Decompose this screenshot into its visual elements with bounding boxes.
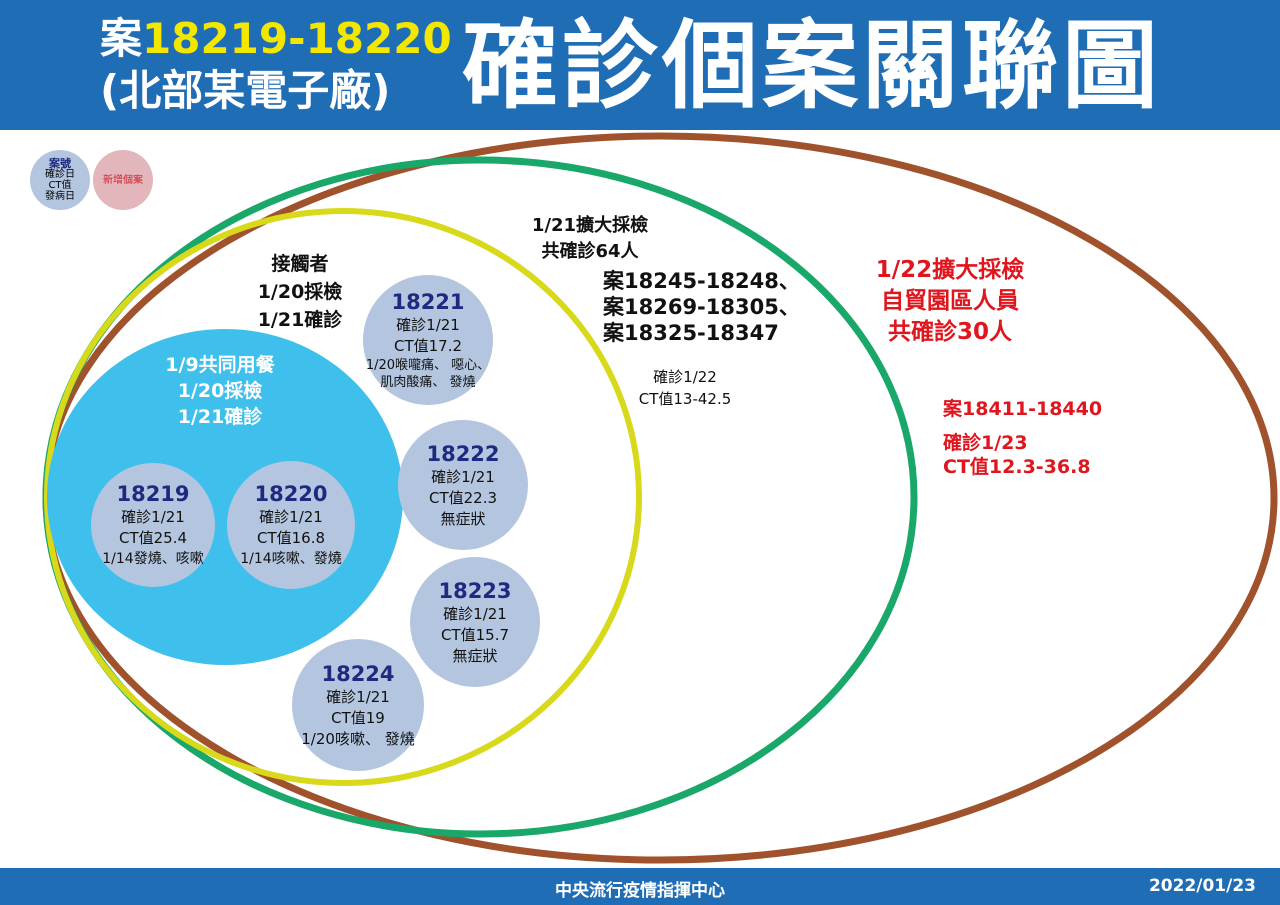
case-18220: 18220 確診1/21 CT值16.8 1/14咳嗽、發燒 — [227, 461, 355, 589]
meal-group-label: 1/9共同用餐 1/20採檢 1/21確診 — [140, 352, 300, 430]
jan22-details: 案18411-18440 確診1/23 CT值12.3-36.8 — [943, 397, 1102, 479]
contacts-line: 1/21確診 — [257, 309, 343, 331]
case-ct: CT值16.8 — [256, 528, 326, 547]
case-18219: 18219 確診1/21 CT值25.4 1/14發燒、咳嗽 — [91, 463, 215, 587]
jan21-case-range: 案18325-18347 — [603, 321, 779, 345]
jan22-ct: CT值12.3-36.8 — [943, 456, 1091, 478]
case-symptoms: 1/20喉嚨痛、 噁心、 — [365, 358, 491, 373]
case-symptoms: 1/20咳嗽、 發燒 — [301, 729, 415, 748]
case-ct: CT值22.3 — [428, 488, 498, 507]
legend-ct-value: CT值 — [48, 180, 72, 191]
jan21-ct: CT值13-42.5 — [638, 390, 732, 408]
case-id: 18224 — [321, 661, 395, 686]
contacts-line: 接觸者 — [271, 253, 329, 275]
case-18224: 18224 確診1/21 CT值19 1/20咳嗽、 發燒 — [292, 639, 424, 771]
case-symptoms: 肌肉酸痛、 發燒 — [380, 375, 476, 390]
legend-diagnosis-date: 確診日 — [45, 169, 75, 180]
case-id: 18223 — [438, 578, 512, 603]
footer-date: 2022/01/23 — [1148, 876, 1256, 896]
meal-group-line: 1/21確診 — [177, 406, 263, 428]
meal-group-line: 1/20採檢 — [177, 380, 263, 402]
case-ct: CT值25.4 — [118, 528, 188, 547]
footer: 中央流行疫情指揮中心 2022/01/23 — [0, 868, 1280, 905]
jan21-label: 1/21擴大採檢 共確診64人 — [510, 213, 670, 265]
contacts-line: 1/20採檢 — [257, 281, 343, 303]
case-ct: CT值19 — [331, 708, 385, 727]
case-diagnosis: 確診1/21 — [396, 316, 460, 334]
meal-group-line: 1/9共同用餐 — [165, 354, 275, 376]
case-18222: 18222 確診1/21 CT值22.3 無症狀 — [398, 420, 528, 550]
page-title: 確診個案關聯圖 — [462, 10, 1162, 122]
jan21-line: 共確診64人 — [541, 241, 639, 262]
legend-new-case: 新增個案 — [93, 150, 153, 210]
case-symptoms: 無症狀 — [452, 646, 498, 665]
case-18221: 18221 確診1/21 CT值17.2 1/20喉嚨痛、 噁心、 肌肉酸痛、 … — [363, 275, 493, 405]
legend-case-circle: 案號 確診日 CT值 發病日 — [30, 150, 90, 210]
title-location: (北部某電子廠) — [100, 66, 391, 115]
case-id: 18222 — [426, 441, 500, 466]
title-case-range: 18219-18220 — [142, 14, 452, 63]
jan21-cases: 案18245-18248、 案18269-18305、 案18325-18347 — [603, 268, 800, 346]
jan21-case-range: 案18269-18305、 — [603, 295, 800, 319]
case-symptoms: 1/14咳嗽、發燒 — [240, 550, 342, 567]
jan21-diagnosis: 確診1/22 — [653, 368, 717, 386]
case-diagnosis: 確診1/21 — [259, 507, 323, 526]
jan22-diagnosis: 確診1/23 — [943, 432, 1028, 454]
case-diagnosis: 確診1/21 — [431, 467, 495, 486]
jan22-cases: 案18411-18440 — [943, 398, 1103, 420]
jan21-line: 1/21擴大採檢 — [531, 215, 649, 236]
case-diagnosis: 確診1/21 — [121, 507, 185, 526]
title-cases: 案18219-18220 — [100, 14, 452, 64]
contacts-label: 接觸者 1/20採檢 1/21確診 — [230, 250, 370, 334]
case-ct: CT值17.2 — [393, 337, 463, 355]
legend-onset-date: 發病日 — [45, 191, 75, 202]
case-id: 18219 — [116, 481, 190, 506]
legend-new-case-label: 新增個案 — [103, 174, 143, 186]
case-diagnosis: 確診1/21 — [443, 604, 507, 623]
case-id: 18220 — [254, 481, 328, 506]
case-symptoms: 無症狀 — [440, 509, 486, 528]
jan22-label: 1/22擴大採檢 自貿園區人員 共確診30人 — [845, 255, 1055, 348]
footer-organization: 中央流行疫情指揮中心 — [555, 881, 725, 901]
jan22-line: 1/22擴大採檢 — [875, 257, 1025, 283]
case-id: 18221 — [391, 290, 465, 314]
jan21-case-range: 案18245-18248、 — [603, 269, 800, 293]
header: 案18219-18220 (北部某電子廠) 確診個案關聯圖 — [0, 0, 1280, 130]
legend-case-no: 案號 — [49, 157, 71, 170]
title-prefix: 案 — [100, 14, 143, 63]
case-diagnosis: 確診1/21 — [326, 687, 390, 706]
case-ct: CT值15.7 — [440, 625, 510, 644]
jan22-line: 共確診30人 — [887, 319, 1012, 345]
jan21-details: 確診1/22 CT值13-42.5 — [620, 366, 750, 410]
case-symptoms: 1/14發燒、咳嗽 — [102, 550, 204, 567]
jan22-line: 自貿園區人員 — [881, 288, 1019, 314]
case-18223: 18223 確診1/21 CT值15.7 無症狀 — [410, 557, 540, 687]
